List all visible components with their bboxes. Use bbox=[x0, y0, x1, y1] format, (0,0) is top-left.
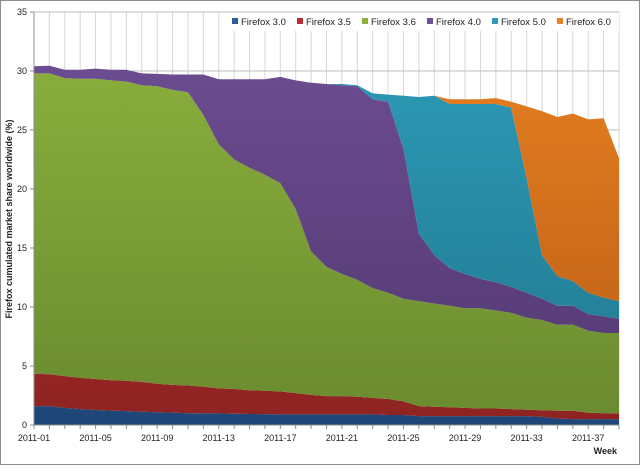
legend-label: Firefox 3.6 bbox=[371, 17, 416, 28]
legend-swatch bbox=[232, 18, 238, 24]
x-tick-label: 2011-33 bbox=[510, 433, 542, 443]
x-tick-label: 2011-29 bbox=[449, 433, 481, 443]
x-tick-label: 2011-25 bbox=[387, 433, 419, 443]
legend-label: Firefox 3.0 bbox=[241, 17, 286, 28]
x-axis-label: Week bbox=[594, 446, 618, 456]
y-axis-label: Firefox cumulated market share worldwide… bbox=[4, 119, 14, 318]
axes: 0 5 10 15 20 25 30 35 2011-01 2011-05 2011-09 2011-… bbox=[17, 7, 620, 443]
area-firefox-3-0 bbox=[34, 406, 619, 425]
y-tick-label: 5 bbox=[22, 361, 27, 371]
area-firefox-4-0 bbox=[34, 65, 619, 333]
legend-swatch bbox=[297, 18, 303, 24]
x-tick-label: 2011-37 bbox=[572, 433, 604, 443]
area-firefox-3-5 bbox=[34, 373, 619, 420]
legend-label: Firefox 3.5 bbox=[306, 17, 351, 28]
legend-label: Firefox 6.0 bbox=[566, 17, 611, 28]
y-tick-label: 25 bbox=[17, 125, 27, 135]
y-tick-label: 35 bbox=[17, 7, 27, 17]
legend-swatch bbox=[557, 18, 563, 24]
y-tick-label: 30 bbox=[17, 66, 27, 76]
legend-label: Firefox 4.0 bbox=[436, 17, 481, 28]
y-tick-label: 15 bbox=[17, 243, 27, 253]
y-tick-label: 0 bbox=[22, 420, 27, 430]
x-tick-label: 2011-05 bbox=[79, 433, 111, 443]
legend: Firefox 3.0 Firefox 3.5 Firefox 3.6 Firefox… bbox=[227, 13, 619, 31]
legend-swatch bbox=[427, 18, 433, 24]
area-firefox-3-6 bbox=[34, 73, 619, 414]
x-tick-label: 2011-21 bbox=[326, 433, 358, 443]
x-tick-label: 2011-09 bbox=[141, 433, 173, 443]
legend-label: Firefox 5.0 bbox=[501, 17, 546, 28]
series-areas bbox=[34, 65, 619, 425]
legend-box bbox=[227, 13, 619, 31]
legend-swatch bbox=[492, 18, 498, 24]
legend-swatch bbox=[362, 18, 368, 24]
y-tick-label: 20 bbox=[17, 184, 27, 194]
x-tick-label: 2011-01 bbox=[18, 433, 50, 443]
x-tick-label: 2011-13 bbox=[203, 433, 235, 443]
y-tick-label: 10 bbox=[17, 302, 27, 312]
area-firefox-5-0 bbox=[34, 65, 619, 319]
x-tick-label: 2011-17 bbox=[264, 433, 296, 443]
